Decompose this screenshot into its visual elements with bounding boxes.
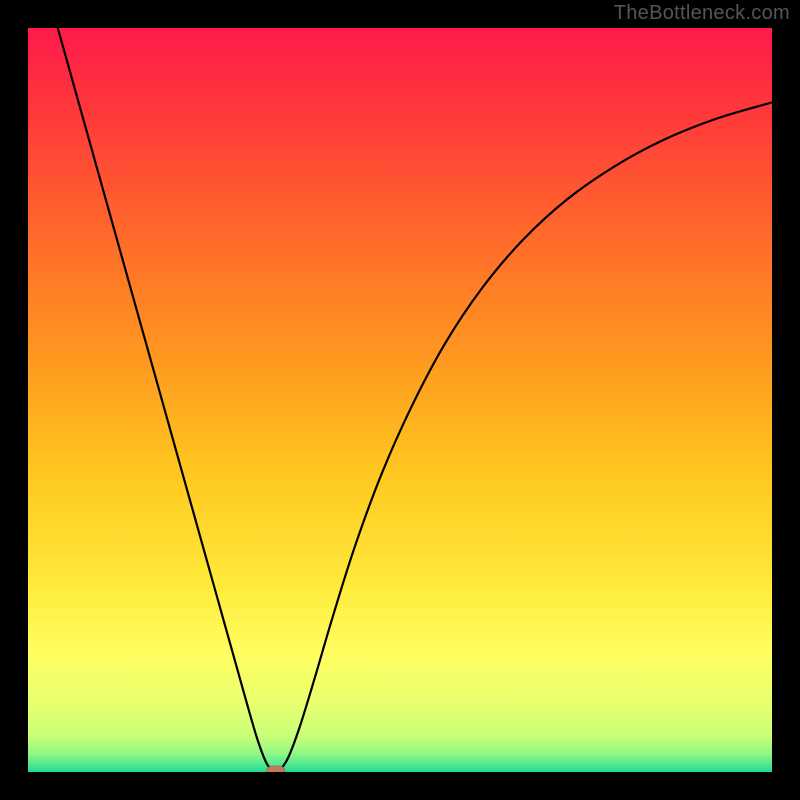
plot-svg xyxy=(28,28,772,772)
minimum-marker xyxy=(267,766,285,772)
plot-frame xyxy=(28,28,772,772)
gradient-background xyxy=(28,28,772,772)
watermark-text: TheBottleneck.com xyxy=(614,2,790,25)
stage: TheBottleneck.com xyxy=(0,0,800,800)
